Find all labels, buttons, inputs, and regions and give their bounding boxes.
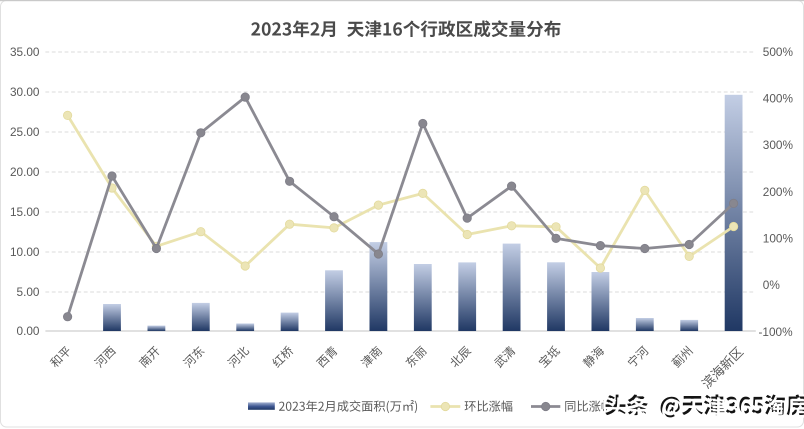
svg-text:400%: 400% xyxy=(763,92,794,106)
svg-text:25.00: 25.00 xyxy=(10,125,40,139)
svg-text:15.00: 15.00 xyxy=(10,205,40,219)
svg-text:20.00: 20.00 xyxy=(10,165,40,179)
svg-text:0.00: 0.00 xyxy=(17,324,40,338)
svg-text:35.00: 35.00 xyxy=(10,45,40,59)
svg-text:5.00: 5.00 xyxy=(17,285,40,299)
svg-text:0%: 0% xyxy=(763,278,781,292)
svg-text:200%: 200% xyxy=(763,185,794,199)
svg-text:100%: 100% xyxy=(763,232,794,246)
svg-text:300%: 300% xyxy=(763,138,794,152)
svg-text:30.00: 30.00 xyxy=(10,85,40,99)
svg-text:-100%: -100% xyxy=(759,325,794,339)
svg-text:500%: 500% xyxy=(763,45,794,59)
svg-text:10.00: 10.00 xyxy=(10,245,40,259)
